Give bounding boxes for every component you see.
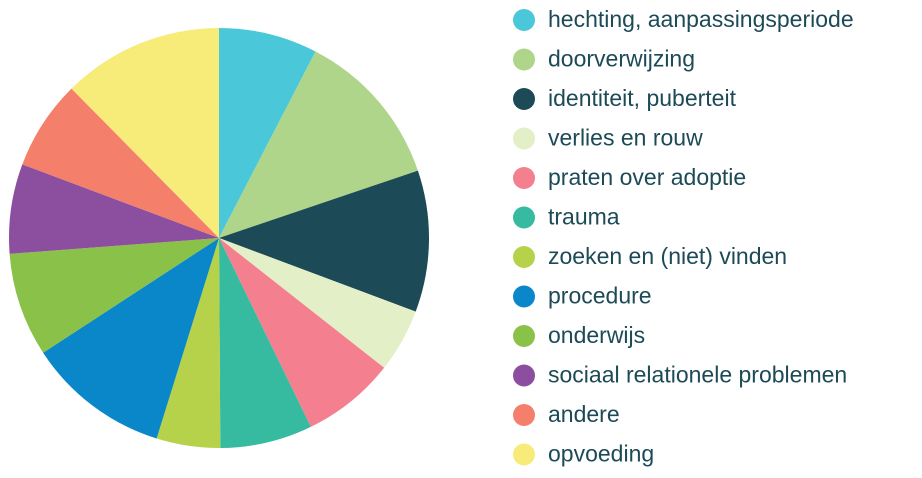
legend-label: verlies en rouw [548,125,703,151]
legend-swatch [513,325,535,347]
legend-label: opvoeding [548,441,654,467]
pie-slice [156,238,221,448]
pie-slice [9,238,219,353]
legend-swatch [513,9,535,31]
legend-label: hechting, aanpassingsperiode [548,6,854,32]
pie-slice [22,88,219,238]
legend-label: procedure [548,283,652,309]
legend-swatch [513,48,535,71]
legend-swatch [513,206,535,229]
pie-slice [219,238,311,448]
legend-label: identiteit, puberteit [548,85,737,111]
pie-slice [219,51,418,238]
legend-swatch [513,127,535,150]
pie-slice [219,170,429,312]
legend-label: sociaal relationele problemen [548,362,847,388]
legend-swatch [513,167,535,189]
legend-swatch [513,246,535,268]
legend-label: doorverwijzing [548,46,695,72]
pie-slice [8,164,219,254]
legend-swatch [513,88,535,110]
pie-slice [219,238,416,368]
legend-swatch [513,364,535,387]
pie-slice [43,238,219,439]
legend-label: trauma [548,204,620,230]
legend-swatch [513,443,535,466]
legend-swatch [513,404,535,426]
pie-slice [219,28,316,238]
legend-label: zoeken en (niet) vinden [548,243,787,269]
legend-label: praten over adoptie [548,164,746,190]
pie-slice [219,238,385,427]
pie-slice [71,28,219,238]
legend-label: andere [548,401,620,427]
legend-swatch [513,285,535,308]
legend-label: onderwijs [548,322,645,348]
